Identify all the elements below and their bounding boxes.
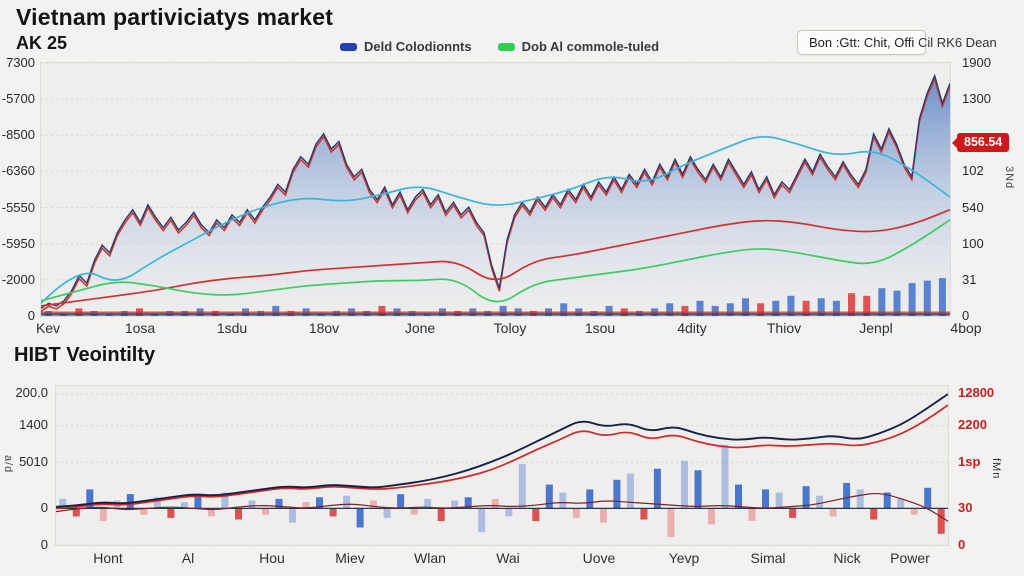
gridlines	[56, 393, 948, 545]
legend-label-green: Dob Al commole-tuled	[521, 39, 660, 54]
volatility-bars	[59, 444, 945, 537]
legend-item-green[interactable]: Dob Al commole-tuled	[497, 39, 660, 54]
y-axis-left-label: -2000	[1, 271, 35, 287]
last-price-badge: 856.54	[951, 133, 1010, 152]
right-axis-note-top: 3Nd	[1003, 166, 1015, 190]
x-axis-label-top: Jone	[404, 320, 436, 336]
price-chart-plot[interactable]	[40, 62, 951, 317]
y-axis-left-label: -5550	[1, 199, 35, 215]
x-axis-label-top: 4dity	[677, 320, 707, 336]
y-axis-right-label: 0	[962, 308, 970, 323]
x-axis-label-top: 1sou	[584, 320, 616, 336]
x-axis-label-top: 18ov	[308, 320, 340, 336]
y-axis-right-label-bottom: 12800	[958, 385, 995, 400]
left-axis-note-bottom: a/d	[2, 455, 14, 474]
x-axis-label-top: 4bop	[950, 320, 982, 336]
chart-legend: Deld Colodionnts Dob Al commole-tuled	[340, 39, 659, 54]
x-axis-label-top: Kev	[35, 320, 61, 336]
y-axis-left-label-bottom: 200.0	[15, 385, 48, 400]
y-axis-left-label-bottom: 5010	[19, 453, 48, 469]
x-axis-label-bottom: Wai	[496, 550, 520, 566]
x-axis-label-bottom: Hou	[259, 550, 285, 566]
y-axis-right-label-bottom: 2200	[958, 417, 987, 432]
y-axis-right-label: 100	[962, 235, 984, 251]
y-axis-right-label: 1300	[962, 91, 991, 107]
y-axis-left-label: 7300	[6, 55, 35, 70]
x-axis-label-top: Jenpl	[859, 320, 893, 336]
x-axis-label-bottom: Uove	[582, 550, 616, 566]
y-axis-left-label: -5700	[1, 91, 35, 107]
volatility-red-series	[56, 404, 948, 510]
page-title: Vietnam partiviciatys market	[16, 4, 334, 30]
y-axis-left-label-bottom: 0	[40, 500, 48, 516]
volatility-dark-series	[56, 393, 948, 508]
legend-swatch-green	[497, 42, 515, 51]
y-axis-left-label: 0	[27, 308, 35, 323]
y-axis-right-label-bottom: 0	[958, 537, 966, 552]
price-chart-svg	[41, 63, 950, 316]
y-axis-left-label-bottom: 1400	[19, 417, 48, 432]
y-axis-left-label: -6360	[1, 163, 35, 179]
y-axis-right-label: 1900	[962, 55, 991, 70]
y-axis-left-label-bottom: 0	[40, 537, 48, 552]
legend-label-blue: Deld Colodionnts	[364, 39, 472, 54]
legend-item-blue[interactable]: Deld Colodionnts	[340, 39, 472, 54]
legend-swatch-blue	[340, 42, 357, 51]
volatility-chart-plot[interactable]	[55, 385, 949, 546]
volatility-chart-svg	[56, 393, 948, 545]
price-area-series	[41, 75, 950, 316]
y-axis-right-label: 540	[962, 199, 984, 215]
y-axis-right-label: 31	[962, 271, 977, 287]
moving-average-series	[41, 208, 950, 307]
y-axis-left-label: -5950	[1, 235, 35, 251]
upper-band-series	[41, 136, 950, 304]
page-subtitle: AK 25	[16, 33, 68, 53]
x-axis-label-bottom: Wlan	[414, 550, 446, 566]
y-axis-right-label-bottom: 30	[958, 500, 973, 516]
y-axis-right-label-bottom: 1sp	[958, 453, 981, 469]
x-axis-label-bottom: Miev	[335, 550, 365, 566]
x-axis-label-top: 1osa	[124, 320, 156, 336]
top-right-link[interactable]: Cil RK6 Dean	[918, 35, 997, 50]
x-axis-label-bottom: Power	[890, 550, 930, 566]
x-axis-label-top: Toloy	[493, 320, 527, 336]
x-axis-label-bottom: Hont	[93, 550, 123, 566]
chart-options-button[interactable]: Bon :Gtt: Chit, Offi	[797, 30, 927, 55]
x-axis-label-top: 1sdu	[216, 320, 248, 336]
lower-band-series	[41, 219, 950, 303]
signal-series	[56, 492, 948, 522]
x-axis-label-bottom: Nick	[833, 550, 861, 566]
price-line-series	[41, 73, 950, 309]
y-axis-left-label: -8500	[1, 127, 35, 143]
x-axis-label-bottom: Simal	[750, 550, 786, 566]
section-title-volatility: HIBT Veointilty	[14, 344, 156, 366]
x-axis-label-bottom: Al	[181, 550, 195, 566]
y-axis-right-label: 102	[962, 163, 984, 179]
right-axis-note-bottom: fMn	[990, 458, 1002, 480]
x-axis-label-bottom: Yevp	[668, 550, 700, 566]
x-axis-label-top: Thiov	[766, 320, 802, 336]
